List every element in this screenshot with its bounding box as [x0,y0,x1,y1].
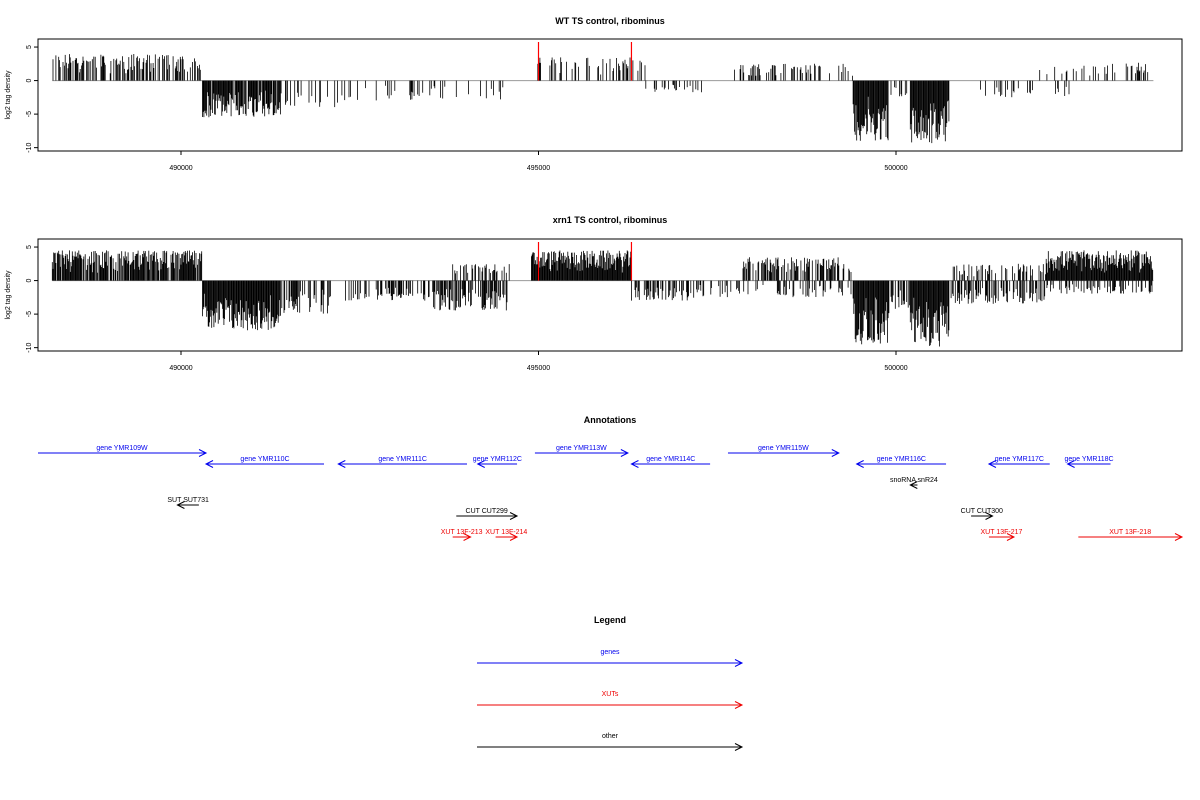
feature-label: CUT CUT300 [961,508,1003,515]
legend-items: genes XUTs other [477,649,744,751]
y-tick-label: -10 [26,142,33,152]
panel-title: xrn1 TS control, ribominus [553,215,668,225]
plot-frame [37,38,1183,152]
feature-label: gene YMR110C [240,456,289,463]
feature-arrow [176,501,199,509]
feature-arrow [534,449,629,457]
feature-arrow [1066,460,1111,468]
y-tick-label: -10 [26,342,33,352]
feature-label: gene YMR115W [758,445,809,452]
y-axis: -10 -5 0 5 [26,245,38,353]
feature-arrow [1078,533,1184,541]
feature-arrow [909,481,918,489]
feature-label: gene YMR118C [1064,456,1113,463]
annotation-features: gene YMR109W gene YMR110C gene YMR111C gene… [38,445,1184,541]
feature-label: SUT SUT731 [167,497,209,504]
feature-arrow [456,512,519,520]
y-axis: -10 -5 0 5 [26,45,38,153]
y-tick-label: -5 [26,311,33,317]
feature-label: XUT 13F-217 [981,529,1023,536]
feature-label: CUT CUT299 [466,508,508,515]
feature-arrow [337,460,467,468]
feature-arrow [987,460,1050,468]
feature-label: gene YMR112C [473,456,522,463]
feature-label: XUT 13F-214 [485,529,527,536]
feature-label: gene YMR117C [995,456,1044,463]
feature-arrow [727,449,840,457]
feature-label: gene YMR111C [378,456,427,463]
feature-label: XUT 13F-213 [441,529,483,536]
feature-arrow [630,460,711,468]
feature-arrow [988,533,1016,541]
legend-arrow [477,659,744,667]
legend-label: XUTs [602,691,619,698]
feature-label: gene YMR113W [556,445,607,452]
x-tick-label: 495000 [527,165,550,172]
legend-arrow [477,701,744,709]
x-tick-label: 490000 [169,365,192,372]
annotations-title: Annotations [584,415,637,425]
marker-lines [537,242,633,281]
x-axis: 490000 495000 500000 [169,351,908,372]
y-tick-label: 0 [26,279,33,283]
feature-label: snoRNA snR24 [890,477,938,484]
x-tick-label: 495000 [527,365,550,372]
x-tick-label: 500000 [884,365,907,372]
feature-arrow [476,460,518,468]
legend-arrow [477,743,744,751]
feature-arrow [495,533,519,541]
legend-label: other [602,733,619,740]
feature-label: gene YMR116C [877,456,926,463]
feature-arrow [38,449,208,457]
x-tick-label: 500000 [884,165,907,172]
feature-arrow [204,460,324,468]
y-axis-label: log2 tag density [5,270,12,320]
feature-arrow [971,512,994,520]
feature-arrow [855,460,947,468]
y-tick-label: 0 [26,79,33,83]
wt-tag-density-panel: WT TS control, ribominus log2 tag densit… [5,16,1183,172]
y-tick-label: 5 [26,45,33,49]
density-bars [51,250,1154,347]
legend-label: genes [600,649,620,656]
marker-lines [537,42,633,81]
legend-title: Legend [594,615,626,625]
feature-label: gene YMR109W [96,445,148,452]
plot-frame [37,238,1183,352]
xrn1-tag-density-panel: xrn1 TS control, ribominus log2 tag dens… [5,215,1183,372]
feature-label: gene YMR114C [646,456,695,463]
y-axis-label: log2 tag density [5,70,12,120]
legend: Legend genes XUTs other [477,615,744,751]
y-tick-label: 5 [26,245,33,249]
x-axis: 490000 495000 500000 [169,151,908,172]
feature-arrow [452,533,472,541]
panel-title: WT TS control, ribominus [555,16,665,26]
x-tick-label: 490000 [169,165,192,172]
density-bars [52,54,1154,144]
y-tick-label: -5 [26,111,33,117]
feature-label: XUT 13F-218 [1109,529,1151,536]
